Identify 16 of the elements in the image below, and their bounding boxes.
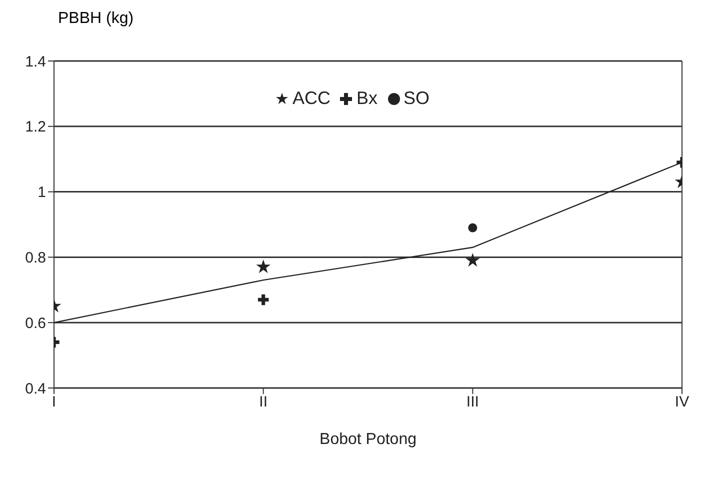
x-tick-label: III: [466, 394, 479, 411]
y-tick-label: 0.8: [25, 250, 46, 267]
x-tick-label: IV: [674, 394, 690, 411]
x-axis-title: Bobot Potong: [320, 431, 416, 448]
x-tick-label: I: [52, 394, 56, 411]
y-tick-label: 0.4: [25, 380, 46, 398]
y-tick-label: 0.6: [25, 314, 46, 332]
y-axis-title: PBBH (kg): [58, 10, 134, 28]
y-tick-label: 1.2: [25, 118, 46, 136]
legend-label: SO: [404, 88, 430, 108]
legend-label: Bx: [356, 88, 378, 108]
x-tick-label: II: [259, 394, 268, 411]
y-tick-label: 1: [38, 184, 46, 202]
point: [468, 223, 478, 232]
y-tick-label: 1.4: [25, 53, 46, 70]
legend-label: ACC: [292, 88, 330, 108]
